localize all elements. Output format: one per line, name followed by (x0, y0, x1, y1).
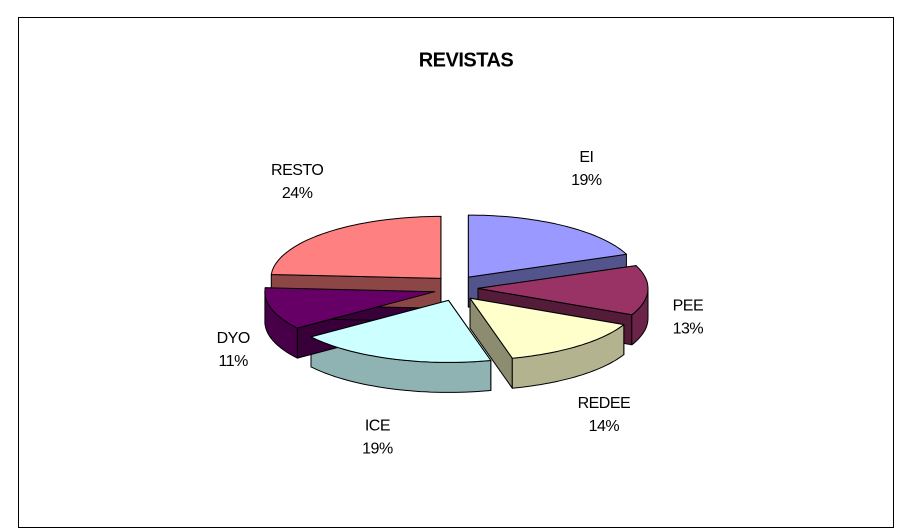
slice-value-label: 19% (571, 172, 602, 189)
pie-slice (477, 265, 649, 316)
pie-slice (310, 299, 492, 363)
slice-value-label: 13% (673, 320, 704, 337)
slice-value-label: 19% (362, 440, 393, 457)
slice-value-label: 14% (589, 418, 620, 435)
slice-label: REDEE (578, 395, 631, 412)
slice-label: ICE (365, 417, 390, 434)
slice-value-label: 11% (219, 353, 249, 370)
slice-label: DYO (217, 330, 250, 347)
pie-slice (467, 214, 627, 278)
slice-label: EI (579, 149, 593, 166)
slice-label: PEE (673, 297, 704, 314)
pie-slice (270, 215, 442, 279)
chart-title: REVISTAS (419, 49, 514, 71)
chart-frame (18, 17, 894, 528)
slice-tops (264, 214, 649, 363)
slice-label: RESTO (271, 162, 323, 179)
pie-slice (264, 287, 436, 329)
pie-slice (469, 297, 625, 359)
slice-value-label: 24% (282, 185, 313, 202)
